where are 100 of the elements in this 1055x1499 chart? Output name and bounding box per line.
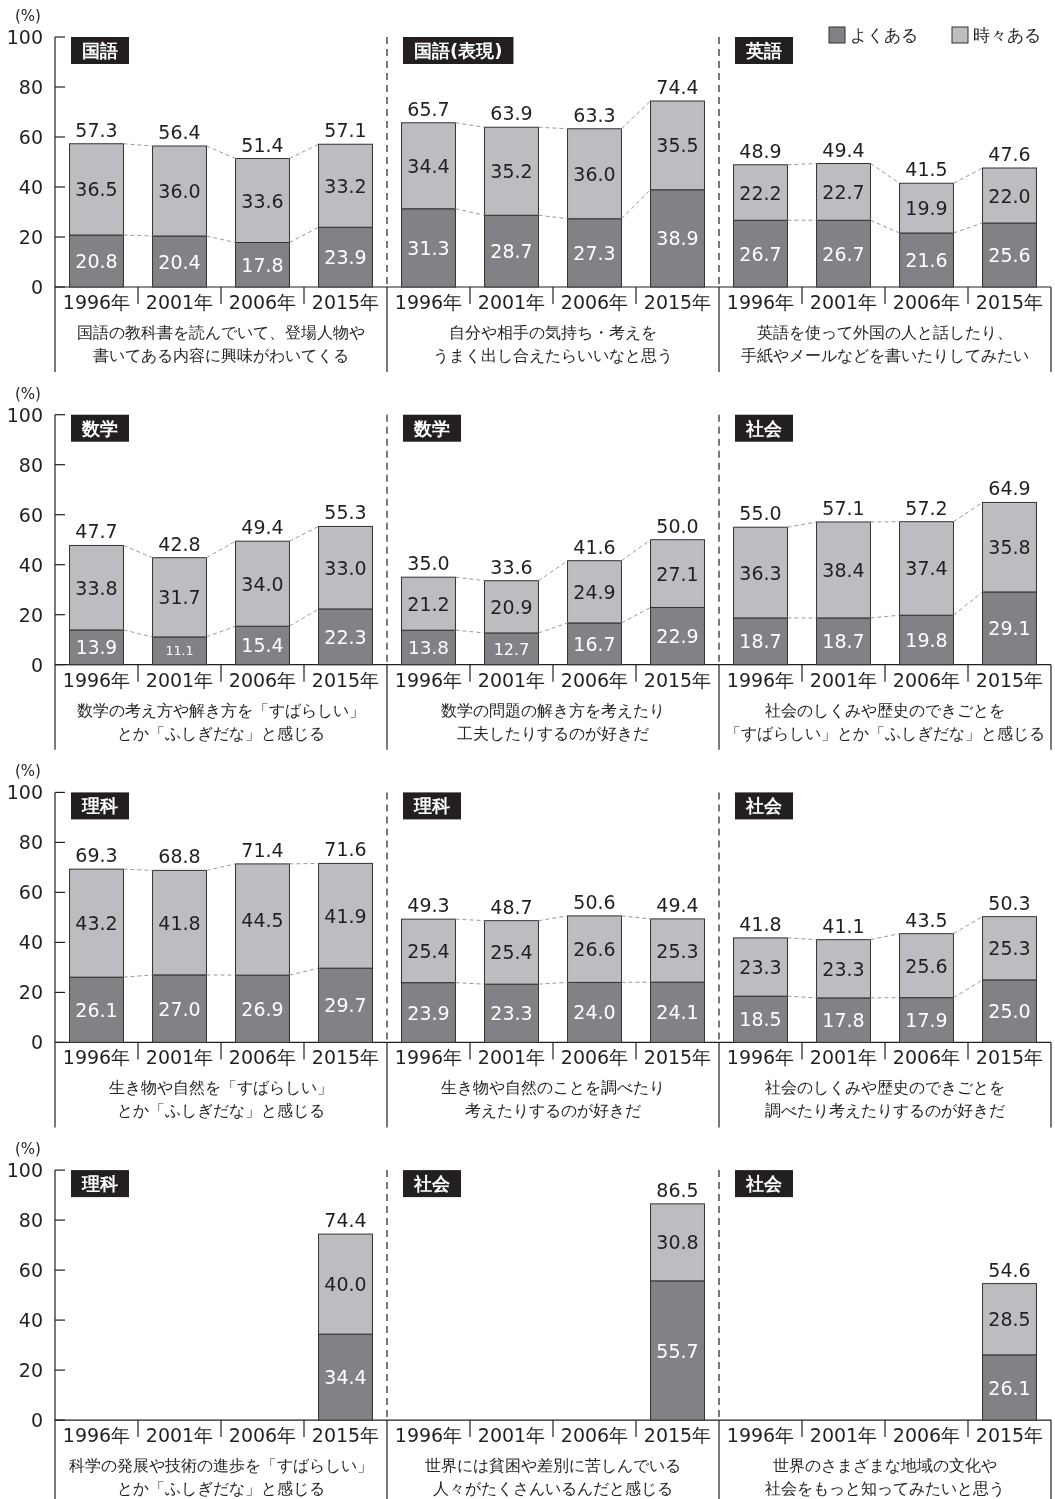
data-label: 38.9: [656, 227, 699, 250]
chart-title: 社会: [413, 1173, 451, 1195]
data-label: 25.4: [407, 939, 450, 962]
data-label: 26.7: [739, 242, 782, 265]
x-tick-label: 1996年: [726, 291, 795, 313]
y-axis-title: (%): [15, 762, 41, 781]
total-label: 57.1: [822, 496, 865, 519]
data-label: 43.2: [75, 912, 118, 935]
data-label: 23.9: [407, 1001, 450, 1024]
data-label: 16.7: [573, 632, 616, 655]
total-label: 55.3: [324, 501, 367, 524]
data-label: 36.3: [739, 561, 782, 584]
data-label: 37.4: [905, 557, 948, 580]
data-label: 31.3: [407, 236, 450, 259]
total-label: 54.6: [988, 1258, 1031, 1281]
data-label: 26.9: [241, 997, 284, 1020]
total-label: 71.6: [324, 838, 367, 861]
data-label: 31.7: [158, 586, 201, 609]
x-axis-title: 英語を使って外国の人と話したり、手紙やメールなどを書いたりしてみたい: [741, 323, 1029, 365]
data-label: 55.7: [656, 1339, 699, 1362]
y-tick-label: 80: [18, 831, 43, 854]
total-label: 57.3: [75, 118, 118, 141]
title-tag: 数学: [403, 414, 461, 442]
title-tag: 理科: [71, 1170, 129, 1198]
data-label: 29.1: [988, 617, 1031, 640]
y-tick-label: 60: [18, 1259, 43, 1282]
x-tick-label: 2006年: [228, 291, 297, 313]
y-tick-label: 80: [18, 76, 43, 98]
y-tick-label: 40: [18, 1309, 43, 1332]
total-label: 49.4: [656, 893, 699, 916]
data-label: 23.3: [739, 956, 782, 979]
data-label: 27.1: [656, 562, 699, 585]
y-tick-label: 40: [18, 176, 43, 198]
legend-label: 時々ある: [973, 25, 1041, 45]
data-label: 23.3: [822, 957, 865, 980]
data-label: 28.5: [988, 1308, 1031, 1331]
total-label: 86.5: [656, 1178, 699, 1201]
data-label: 44.5: [241, 908, 284, 931]
data-label: 20.8: [75, 250, 118, 273]
x-tick-label: 2015年: [311, 1046, 380, 1069]
x-tick-label: 2001年: [809, 1424, 878, 1447]
x-tick-label: 2001年: [477, 1046, 546, 1069]
data-label: 25.3: [656, 939, 699, 962]
chart-title: 理科: [413, 795, 450, 817]
data-label: 27.3: [573, 241, 616, 264]
data-label: 33.8: [75, 576, 118, 599]
x-axis-title: 世界のさまざまな地域の文化や社会をもっと知ってみたいと思う: [765, 1456, 1005, 1499]
total-label: 69.3: [75, 844, 118, 867]
x-axis-title: 世界には貧困や差別に苦しんでいる人々がたくさんいるんだと感じる: [425, 1456, 681, 1499]
x-tick-label: 2001年: [477, 668, 546, 691]
x-tick-label: 1996年: [62, 1424, 131, 1447]
data-label: 38.4: [822, 559, 865, 581]
title-tag: 社会: [735, 414, 793, 442]
total-label: 57.2: [905, 496, 948, 519]
data-label: 28.7: [490, 240, 533, 263]
data-label: 25.3: [988, 937, 1031, 960]
x-tick-label: 2006年: [228, 1424, 297, 1447]
y-tick-label: 60: [18, 503, 43, 526]
chart-title: 理科: [81, 1173, 118, 1195]
data-label: 30.8: [656, 1231, 699, 1254]
x-tick-label: 2001年: [809, 291, 878, 313]
total-label: 71.4: [241, 838, 284, 861]
data-label: 26.1: [988, 1376, 1031, 1399]
total-label: 47.7: [75, 520, 118, 543]
x-tick-label: 2015年: [643, 1046, 712, 1069]
data-label: 25.6: [905, 954, 948, 977]
data-label: 25.6: [988, 244, 1031, 267]
title-tag: 国語: [71, 37, 129, 64]
data-label: 35.2: [490, 160, 533, 183]
data-label: 33.6: [241, 189, 284, 212]
total-label: 41.1: [822, 914, 865, 937]
data-label: 22.9: [656, 625, 699, 648]
total-label: 49.4: [822, 138, 865, 161]
total-label: 57.1: [324, 119, 367, 142]
total-label: 64.9: [988, 477, 1031, 500]
y-tick-label: 20: [18, 1359, 43, 1382]
y-tick-label: 0: [30, 276, 43, 298]
total-label: 35.0: [407, 552, 450, 575]
x-tick-label: 2006年: [560, 668, 629, 691]
x-tick-label: 2006年: [228, 1046, 297, 1069]
data-label: 21.6: [905, 249, 948, 272]
x-tick-label: 1996年: [62, 1046, 131, 1069]
x-tick-label: 2015年: [975, 1424, 1044, 1447]
x-tick-label: 2006年: [892, 668, 961, 691]
data-label: 22.2: [739, 181, 782, 204]
data-label: 27.0: [158, 997, 201, 1020]
total-label: 41.6: [573, 535, 616, 558]
y-tick-label: 40: [18, 931, 43, 954]
x-tick-label: 1996年: [726, 1424, 795, 1447]
data-label: 22.3: [324, 625, 367, 648]
data-label: 23.9: [324, 246, 367, 269]
chart-title: 英語: [745, 40, 782, 61]
x-tick-label: 2015年: [311, 291, 380, 313]
title-tag: 社会: [735, 1170, 793, 1198]
data-label: 33.0: [324, 556, 367, 579]
data-label: 13.9: [75, 637, 118, 659]
y-tick-label: 20: [18, 226, 43, 248]
x-axis-title: 社会のしくみや歴史のできごとを調べたり考えたりするのが好きだ: [765, 1078, 1005, 1121]
total-label: 63.9: [490, 102, 533, 125]
x-tick-label: 1996年: [726, 1046, 795, 1069]
